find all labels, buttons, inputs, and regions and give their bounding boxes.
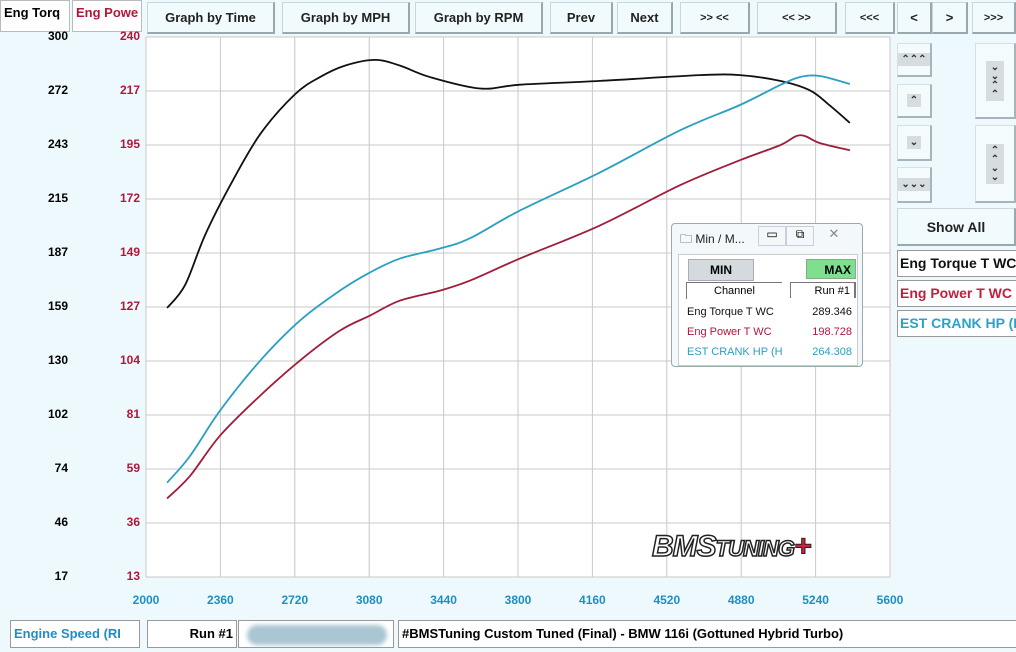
graph-by-rpm-button[interactable]: Graph by RPM xyxy=(415,2,543,34)
y-right-tick: 36 xyxy=(126,515,140,529)
scroll-up-fast-button[interactable]: ⌃⌃⌃ xyxy=(897,43,932,77)
y-right-tick: 13 xyxy=(126,569,140,583)
graph-by-time-button[interactable]: Graph by Time xyxy=(147,2,275,34)
redacted-field xyxy=(238,620,394,648)
row-value: 289.346 xyxy=(812,306,852,318)
compress-icon: ⌃⌃⌄⌄ xyxy=(986,143,1004,184)
maximize-button[interactable]: ⧉ xyxy=(786,226,814,246)
column-channel[interactable]: Channel xyxy=(686,282,782,299)
scroll-down-fast-button[interactable]: ⌄⌄⌄ xyxy=(897,167,932,203)
y-left-tick: 74 xyxy=(54,461,68,475)
y-right-tick: 217 xyxy=(119,83,140,97)
y-left-tick: 46 xyxy=(54,515,68,529)
y-right-tick: 127 xyxy=(119,299,140,313)
legend-power[interactable]: Eng Power T WC xyxy=(897,280,1016,307)
y-left-tick: 102 xyxy=(47,407,68,421)
chevron-up-icon: ⌃ xyxy=(906,94,922,107)
chevrons-down-icon: ⌄⌄⌄ xyxy=(898,178,930,191)
legend-torque[interactable]: Eng Torque T WC xyxy=(897,250,1016,277)
x-tick: 3440 xyxy=(430,593,457,607)
y-left-tick: 300 xyxy=(47,29,68,43)
window-title: Min / M... xyxy=(695,232,745,246)
row-channel: Eng Power T WC xyxy=(687,326,772,338)
scroll-down-button[interactable]: ⌄ xyxy=(897,125,932,161)
x-tick: 4520 xyxy=(653,593,681,607)
zoom-in-button[interactable]: >> << xyxy=(680,2,750,34)
minimize-button[interactable]: ▭ xyxy=(758,226,786,246)
min-button[interactable]: MIN xyxy=(688,259,754,281)
y-right-tick: 59 xyxy=(126,461,140,475)
window-icon: 🗀 xyxy=(680,232,693,246)
scroll-right-fast-button[interactable]: >>> xyxy=(972,2,1016,34)
series-line-1 xyxy=(166,134,851,500)
chevrons-up-icon: ⌃⌃⌃ xyxy=(898,53,930,66)
expand-icon: ⌄⌄⌃⌃ xyxy=(986,60,1004,101)
max-button[interactable]: MAX xyxy=(806,259,856,279)
scroll-left-button[interactable]: < xyxy=(897,2,932,34)
y-left-tick: 159 xyxy=(47,299,68,313)
zoom-out-button[interactable]: << >> xyxy=(757,2,837,34)
chevron-down-icon: ⌄ xyxy=(906,136,922,149)
scroll-up-button[interactable]: ⌃ xyxy=(897,84,932,118)
y-right-tick: 81 xyxy=(126,407,140,421)
x-channel-selector[interactable]: Engine Speed (RI xyxy=(10,620,140,648)
x-tick: 2360 xyxy=(207,593,234,607)
close-button[interactable]: ✕ xyxy=(814,226,854,244)
expand-scale-button[interactable]: ⌄⌄⌃⌃ xyxy=(975,43,1016,119)
x-tick: 3800 xyxy=(504,593,532,607)
row-value: 264.308 xyxy=(812,346,852,358)
y-right-tick: 149 xyxy=(119,245,140,259)
prev-button[interactable]: Prev xyxy=(550,2,613,34)
next-button[interactable]: Next xyxy=(617,2,673,34)
y-right-tick: 104 xyxy=(119,353,140,367)
y-left-tick: 187 xyxy=(47,245,68,259)
min-max-window: 🗀 Min / M... ▭ ⧉ ✕ MIN MAX Channel Run #… xyxy=(671,223,863,367)
x-tick: 2720 xyxy=(281,593,309,607)
row-channel: EST CRANK HP (H xyxy=(687,346,782,358)
x-tick: 5600 xyxy=(876,593,904,607)
power-axis-header[interactable]: Eng Powe xyxy=(72,0,142,32)
x-tick: 4880 xyxy=(727,593,755,607)
x-tick: 2000 xyxy=(132,593,160,607)
run-selector[interactable]: Run #1 xyxy=(147,620,237,648)
series-line-2 xyxy=(166,74,851,484)
show-all-button[interactable]: Show All xyxy=(897,208,1016,246)
y-left-tick: 243 xyxy=(47,137,68,151)
legend-crank-hp[interactable]: EST CRANK HP (H xyxy=(897,310,1016,337)
y-right-tick: 172 xyxy=(119,191,140,205)
x-tick: 3080 xyxy=(355,593,383,607)
window-title-bar: 🗀 Min / M... xyxy=(680,230,745,251)
scroll-left-fast-button[interactable]: <<< xyxy=(845,2,895,34)
y-left-tick: 130 xyxy=(47,353,68,367)
bmstuning-logo: BMSTUNING+ xyxy=(651,529,812,564)
y-left-tick: 215 xyxy=(47,191,68,205)
torque-axis-header[interactable]: Eng Torq xyxy=(0,0,70,32)
y-left-tick: 17 xyxy=(54,569,68,583)
y-right-tick: 240 xyxy=(119,29,140,43)
scroll-right-button[interactable]: > xyxy=(932,2,968,34)
row-value: 198.728 xyxy=(812,326,852,338)
x-tick: 4160 xyxy=(579,593,606,607)
series-line-0 xyxy=(166,58,851,309)
x-tick: 5240 xyxy=(802,593,829,607)
minimize-icon: ▭ xyxy=(766,227,778,241)
compress-scale-button[interactable]: ⌃⌃⌄⌄ xyxy=(975,125,1016,203)
graph-by-mph-button[interactable]: Graph by MPH xyxy=(282,2,410,34)
y-left-tick: 272 xyxy=(47,83,68,97)
row-channel: Eng Torque T WC xyxy=(687,306,774,318)
y-right-tick: 195 xyxy=(119,137,140,151)
run-title: #BMSTuning Custom Tuned (Final) - BMW 11… xyxy=(398,620,1016,648)
restore-icon: ⧉ xyxy=(795,227,805,241)
column-run[interactable]: Run #1 xyxy=(790,282,856,298)
close-icon: ✕ xyxy=(828,226,840,241)
